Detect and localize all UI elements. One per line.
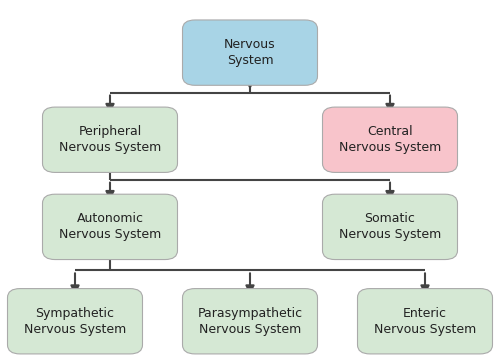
- FancyBboxPatch shape: [358, 289, 492, 354]
- Text: Parasympathetic
Nervous System: Parasympathetic Nervous System: [198, 307, 302, 336]
- FancyBboxPatch shape: [42, 194, 177, 260]
- Text: Autonomic
Nervous System: Autonomic Nervous System: [59, 212, 161, 241]
- Text: Sympathetic
Nervous System: Sympathetic Nervous System: [24, 307, 126, 336]
- FancyBboxPatch shape: [182, 20, 318, 85]
- FancyBboxPatch shape: [182, 289, 318, 354]
- Text: Somatic
Nervous System: Somatic Nervous System: [339, 212, 441, 241]
- Text: Central
Nervous System: Central Nervous System: [339, 125, 441, 154]
- Text: Peripheral
Nervous System: Peripheral Nervous System: [59, 125, 161, 154]
- Text: Nervous
System: Nervous System: [224, 38, 276, 67]
- FancyBboxPatch shape: [322, 194, 458, 260]
- FancyBboxPatch shape: [42, 107, 177, 172]
- Text: Enteric
Nervous System: Enteric Nervous System: [374, 307, 476, 336]
- FancyBboxPatch shape: [322, 107, 458, 172]
- FancyBboxPatch shape: [8, 289, 142, 354]
